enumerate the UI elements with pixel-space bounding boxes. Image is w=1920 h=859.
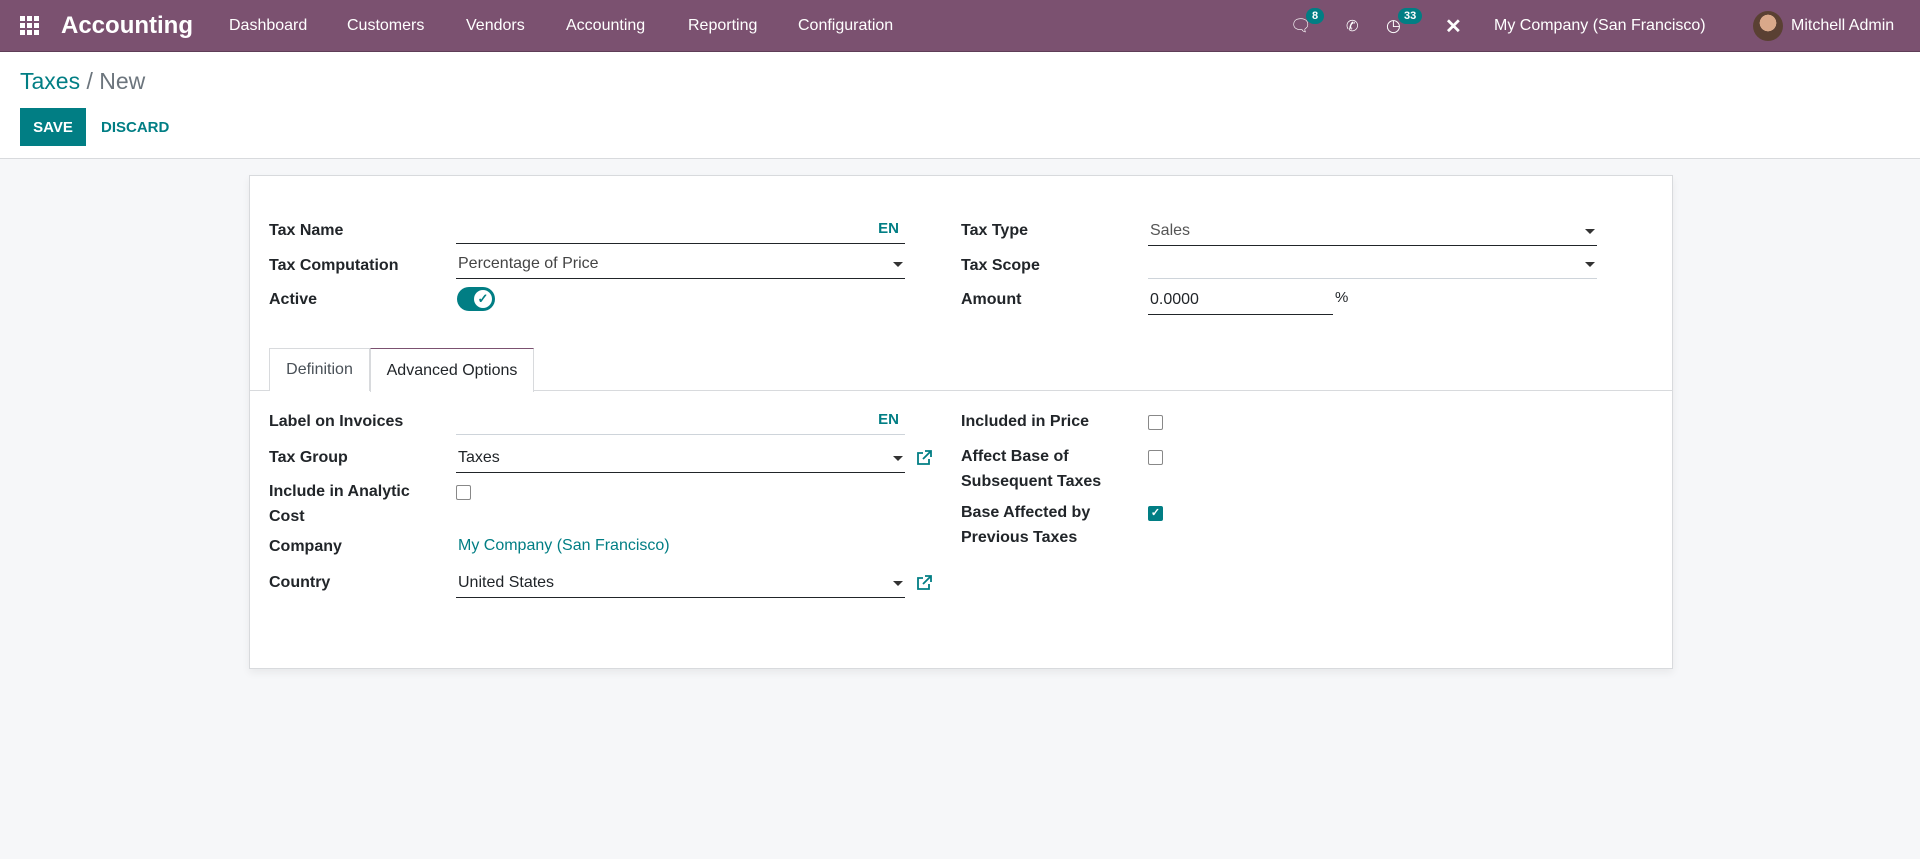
menu-customers[interactable]: Customers (347, 17, 425, 34)
form-sheet: Tax Name EN Tax Computation Percentage o… (249, 175, 1673, 669)
tax-type-value: Sales (1150, 222, 1191, 239)
tab-advanced-options[interactable]: Advanced Options (370, 348, 534, 392)
active-label: Active (269, 291, 318, 308)
messages-button[interactable]: 🗨 8 (1290, 0, 1325, 52)
menu-dashboard[interactable]: Dashboard (229, 17, 308, 34)
include-analytic-label-line2: Cost (269, 508, 305, 525)
amount-input[interactable]: 0.0000 (1148, 287, 1333, 315)
chevron-down-icon (893, 262, 903, 267)
included-in-price-label: Included in Price (961, 413, 1090, 430)
tax-group-select[interactable]: Taxes (456, 445, 905, 473)
tax-name-input[interactable]: EN (456, 216, 905, 244)
tax-computation-select[interactable]: Percentage of Price (456, 251, 905, 279)
country-value: United States (458, 574, 555, 591)
affect-base-checkbox[interactable] (1148, 450, 1163, 465)
amount-label: Amount (961, 291, 1022, 308)
label-on-invoices-input[interactable]: EN (456, 407, 905, 435)
menu-vendors[interactable]: Vendors (466, 17, 525, 34)
include-analytic-label-line1: Include in Analytic (269, 483, 410, 500)
app-title[interactable]: Accounting (61, 12, 193, 39)
messages-badge: 8 (1306, 8, 1325, 24)
tab-definition[interactable]: Definition (269, 348, 370, 391)
base-affected-checkbox[interactable]: ✓ (1148, 506, 1163, 521)
tax-type-label: Tax Type (961, 222, 1028, 239)
activities-button[interactable]: ◷ 33 (1386, 0, 1423, 52)
base-affected-label: Base Affected by Previous Taxes (961, 500, 1090, 550)
menu-accounting[interactable]: Accounting (566, 17, 646, 34)
discard-button[interactable]: DISCARD (101, 118, 170, 136)
include-analytic-label: Include in Analytic Cost (269, 479, 410, 529)
tools-icon[interactable]: ✕ (1445, 15, 1462, 38)
breadcrumb-parent[interactable]: Taxes (20, 68, 81, 94)
tax-name-label: Tax Name (269, 222, 344, 239)
external-link-icon[interactable] (916, 450, 932, 466)
menu-reporting[interactable]: Reporting (688, 17, 758, 34)
menu-configuration[interactable]: Configuration (798, 17, 894, 34)
base-affected-label-line2: Previous Taxes (961, 529, 1078, 546)
include-analytic-checkbox[interactable] (456, 485, 471, 500)
user-menu[interactable]: Mitchell Admin (1753, 0, 1894, 52)
external-link-icon[interactable] (916, 575, 932, 591)
tax-group-label: Tax Group (269, 449, 348, 466)
tax-scope-select[interactable] (1148, 251, 1597, 279)
user-name: Mitchell Admin (1791, 17, 1895, 34)
affect-base-label: Affect Base of Subsequent Taxes (961, 444, 1101, 494)
language-button[interactable]: EN (878, 220, 899, 237)
notebook-tabs: Definition Advanced Options (250, 348, 1672, 392)
affect-base-label-line2: Subsequent Taxes (961, 473, 1102, 490)
language-button[interactable]: EN (878, 411, 899, 428)
avatar (1753, 11, 1783, 41)
company-link[interactable]: My Company (San Francisco) (458, 537, 670, 554)
chevron-down-icon (893, 456, 903, 461)
save-button[interactable]: SAVE (20, 108, 86, 146)
active-toggle[interactable]: ✓ (457, 287, 495, 311)
tax-group-value: Taxes (458, 449, 500, 466)
company-label: Company (269, 538, 342, 555)
chevron-down-icon (1585, 229, 1595, 234)
apps-menu-icon[interactable] (20, 0, 42, 52)
country-label: Country (269, 574, 331, 591)
company-switcher[interactable]: My Company (San Francisco) (1494, 17, 1706, 34)
chevron-down-icon (893, 581, 903, 586)
included-in-price-checkbox[interactable] (1148, 415, 1163, 430)
base-affected-label-line1: Base Affected by (961, 504, 1091, 521)
top-navbar: Accounting Dashboard Customers Vendors A… (0, 0, 1920, 52)
tax-type-select[interactable]: Sales (1148, 218, 1597, 246)
country-select[interactable]: United States (456, 570, 905, 598)
clock-icon: ◷ (1386, 16, 1401, 35)
breadcrumb: Taxes / New (20, 68, 145, 95)
affect-base-label-line1: Affect Base of (961, 448, 1069, 465)
breadcrumb-current: New (99, 68, 146, 94)
phone-icon[interactable]: ✆ (1346, 18, 1359, 35)
chat-icon: 🗨 (1290, 16, 1312, 35)
chevron-down-icon (1585, 262, 1595, 267)
tax-computation-label: Tax Computation (269, 257, 399, 274)
control-panel (0, 52, 1920, 159)
breadcrumb-separator: / (80, 68, 100, 94)
tax-computation-value: Percentage of Price (458, 255, 599, 272)
label-on-invoices-label: Label on Invoices (269, 413, 404, 430)
activities-badge: 33 (1398, 8, 1423, 24)
check-icon: ✓ (474, 290, 492, 308)
amount-unit: % (1335, 289, 1349, 306)
tax-scope-label: Tax Scope (961, 257, 1040, 274)
